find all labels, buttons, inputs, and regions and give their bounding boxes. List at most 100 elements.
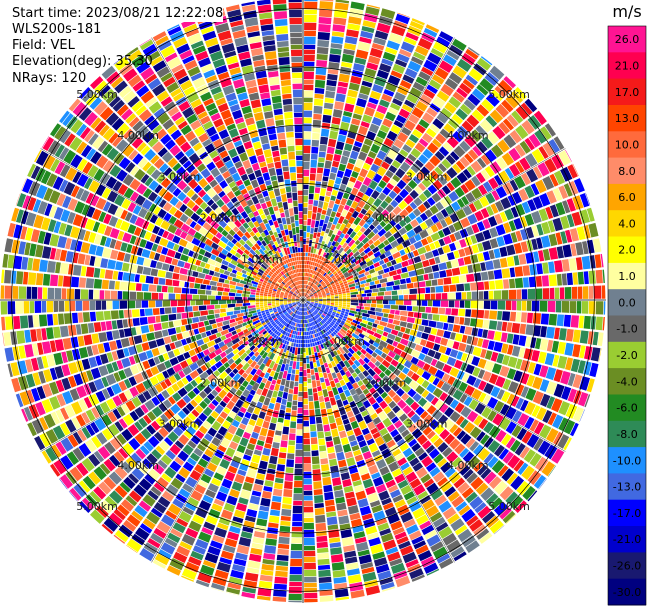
velocity-gate xyxy=(36,273,43,285)
velocity-gate xyxy=(353,427,362,436)
velocity-gate xyxy=(518,254,526,265)
velocity-gate xyxy=(515,266,524,277)
velocity-gate xyxy=(264,304,268,306)
velocity-gate xyxy=(436,322,444,329)
velocity-gate xyxy=(162,322,169,329)
velocity-gate xyxy=(572,344,581,357)
velocity-gate xyxy=(86,278,94,288)
velocity-gate xyxy=(536,288,543,299)
velocity-gate xyxy=(120,301,128,309)
velocity-gate xyxy=(488,341,495,351)
velocity-gate xyxy=(335,93,345,102)
velocity-gate xyxy=(400,284,407,289)
velocity-gate xyxy=(439,315,447,322)
velocity-gate xyxy=(314,244,317,249)
velocity-gate xyxy=(180,326,186,332)
velocity-gate xyxy=(316,213,321,221)
velocity-gate xyxy=(422,313,428,319)
velocity-gate xyxy=(460,326,466,334)
velocity-gate xyxy=(448,324,454,331)
velocity-gate xyxy=(333,109,343,118)
velocity-gate xyxy=(580,330,589,343)
velocity-gate xyxy=(357,294,362,297)
velocity-gate xyxy=(330,423,337,430)
velocity-gate xyxy=(421,347,429,355)
velocity-gate xyxy=(48,288,55,299)
velocity-gate xyxy=(332,477,341,486)
velocity-gate xyxy=(303,377,307,382)
velocity-gate xyxy=(328,415,335,423)
velocity-gate xyxy=(331,429,339,438)
velocity-gate xyxy=(94,290,100,299)
velocity-gate xyxy=(384,305,391,309)
velocity-gate xyxy=(440,338,448,346)
velocity-gate xyxy=(149,324,155,332)
velocity-gate xyxy=(290,421,296,428)
velocity-gate xyxy=(301,340,303,343)
velocity-gate xyxy=(434,257,440,264)
velocity-gate xyxy=(295,457,302,464)
velocity-gate xyxy=(333,570,346,578)
velocity-gate xyxy=(253,425,261,433)
velocity-gate xyxy=(312,343,315,347)
velocity-gate xyxy=(516,312,521,322)
velocity-gate xyxy=(251,414,258,421)
velocity-gate xyxy=(362,294,367,297)
velocity-gate xyxy=(319,577,332,583)
velocity-gate xyxy=(328,453,336,460)
velocity-gate xyxy=(304,154,311,162)
velocity-gate xyxy=(346,288,350,291)
velocity-gate xyxy=(447,316,454,323)
velocity-gate xyxy=(53,327,61,339)
velocity-gate xyxy=(340,156,348,165)
velocity-gate xyxy=(1,301,8,314)
velocity-gate xyxy=(332,562,345,571)
velocity-gate xyxy=(167,249,176,257)
velocity-gate xyxy=(329,131,338,140)
velocity-gate xyxy=(305,265,307,269)
velocity-gate xyxy=(350,305,356,308)
velocity-gate xyxy=(304,518,314,523)
velocity-gate xyxy=(261,570,274,576)
velocity-gate xyxy=(304,177,310,185)
velocity-gate xyxy=(389,266,395,271)
velocity-gate xyxy=(276,379,281,384)
velocity-gate xyxy=(227,276,232,281)
velocity-gate xyxy=(314,489,323,495)
velocity-gate xyxy=(216,332,222,337)
velocity-gate xyxy=(407,283,414,289)
velocity-gate xyxy=(268,464,276,470)
velocity-gate xyxy=(268,522,279,528)
velocity-gate xyxy=(122,263,130,272)
velocity-gate xyxy=(277,549,289,555)
velocity-gate xyxy=(549,314,557,326)
velocity-gate xyxy=(298,328,300,332)
velocity-gate xyxy=(466,274,474,282)
velocity-gate xyxy=(418,325,425,332)
velocity-gate xyxy=(268,295,272,297)
velocity-gate xyxy=(260,304,264,306)
velocity-gate xyxy=(383,258,389,264)
velocity-gate xyxy=(494,269,503,279)
velocity-gate xyxy=(182,248,189,255)
velocity-gate xyxy=(517,301,522,311)
velocity-gate xyxy=(371,304,377,308)
velocity-gate xyxy=(372,323,377,328)
velocity-gate xyxy=(318,201,323,208)
velocity-gate xyxy=(195,278,203,284)
velocity-gate xyxy=(304,72,314,80)
velocity-gate xyxy=(148,316,156,324)
velocity-gate xyxy=(594,286,602,299)
velocity-gate xyxy=(63,338,72,350)
velocity-gate xyxy=(365,283,370,287)
velocity-gate xyxy=(110,250,118,260)
velocity-gate xyxy=(550,288,555,299)
velocity-gate xyxy=(424,266,433,273)
velocity-gate xyxy=(315,88,325,94)
velocity-gate xyxy=(323,298,327,299)
velocity-gate xyxy=(589,286,594,299)
velocity-gate xyxy=(172,280,179,286)
velocity-gate xyxy=(281,509,291,516)
velocity-gate xyxy=(522,265,530,276)
velocity-gate xyxy=(393,274,401,280)
